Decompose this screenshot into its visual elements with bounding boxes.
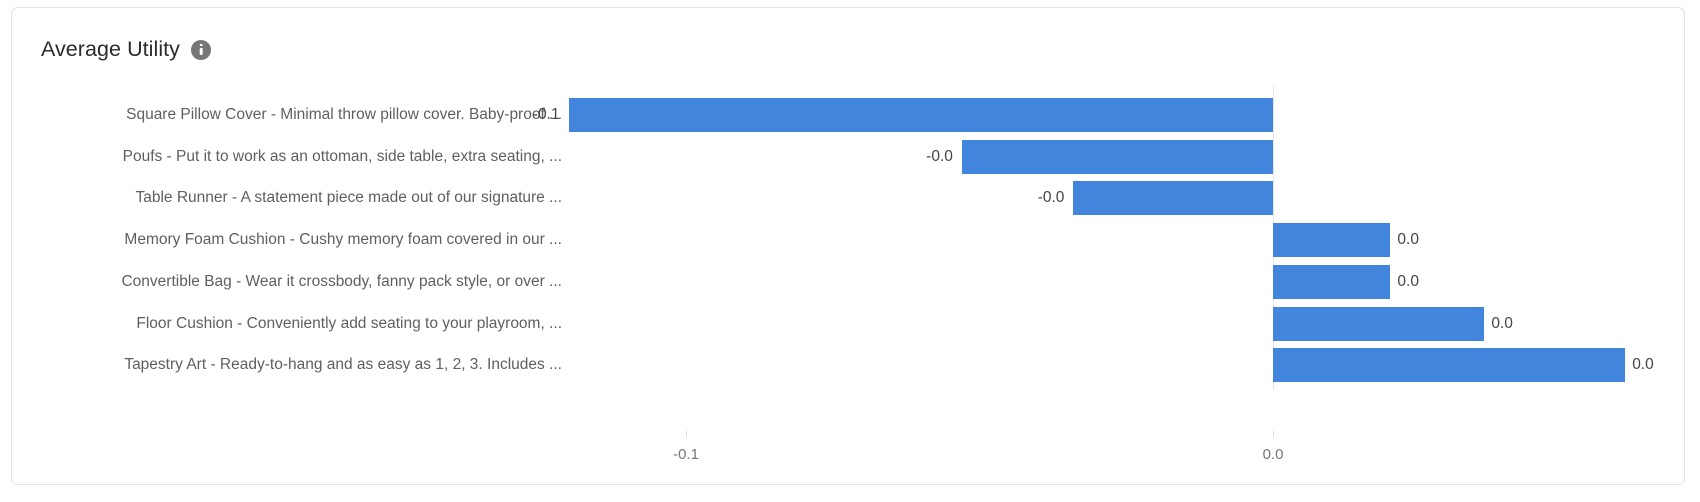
bar-value-label: 0.0	[1491, 314, 1513, 332]
bar-value-label: 0.0	[1397, 272, 1419, 290]
bar-value-label: 0.0	[1397, 231, 1419, 249]
bar-category-label: Memory Foam Cushion - Cushy memory foam …	[124, 231, 562, 249]
bar-value-label: -0.0	[1037, 189, 1065, 207]
bar[interactable]	[568, 98, 1273, 132]
average-utility-card: Average Utility Square Pillow Cover - Mi…	[11, 7, 1685, 485]
info-icon[interactable]	[190, 39, 211, 60]
bar-category-label: Table Runner - A statement piece made ou…	[135, 189, 563, 207]
x-axis-tick-label: 0.0	[1262, 446, 1284, 463]
bar-category-label: Square Pillow Cover - Minimal throw pill…	[126, 106, 562, 123]
bar[interactable]	[1273, 223, 1391, 258]
bar-category-label: Convertible Bag - Wear it crossbody, fan…	[121, 272, 562, 290]
bar-value-label: -0.1	[532, 106, 560, 123]
bar[interactable]	[1273, 264, 1391, 299]
bar-row[interactable]: Square Pillow Cover - Minimal throw pill…	[12, 98, 1684, 132]
x-axis-tick-mark	[686, 431, 687, 437]
bar-row[interactable]: Memory Foam Cushion - Cushy memory foam …	[12, 223, 1684, 258]
page-title: Average Utility	[41, 37, 180, 61]
bar-row[interactable]: Floor Cushion - Conveniently add seating…	[12, 306, 1684, 341]
bar-row[interactable]: Convertible Bag - Wear it crossbody, fan…	[12, 264, 1684, 299]
bar[interactable]	[1273, 348, 1626, 383]
x-axis-tick-label: -0.1	[673, 446, 699, 463]
bar-row[interactable]: Table Runner - A statement piece made ou…	[12, 181, 1684, 216]
bar-value-label: 0.0	[1632, 356, 1654, 374]
bar[interactable]	[1073, 181, 1273, 216]
x-axis-tick-mark	[1273, 431, 1274, 437]
bar-row[interactable]: Tapestry Art - Ready-to-hang and as easy…	[12, 348, 1684, 383]
bar-category-label: Tapestry Art - Ready-to-hang and as easy…	[124, 356, 562, 374]
card-header: Average Utility	[41, 37, 211, 62]
bar-category-label: Floor Cushion - Conveniently add seating…	[136, 314, 562, 332]
bar-chart-plot: Square Pillow Cover - Minimal throw pill…	[12, 8, 1684, 484]
bar-value-label: -0.0	[926, 147, 953, 165]
bar[interactable]	[961, 139, 1273, 174]
bar[interactable]	[1273, 306, 1485, 341]
bar-category-label: Poufs - Put it to work as an ottoman, si…	[122, 147, 562, 165]
bar-row[interactable]: Poufs - Put it to work as an ottoman, si…	[12, 139, 1684, 174]
